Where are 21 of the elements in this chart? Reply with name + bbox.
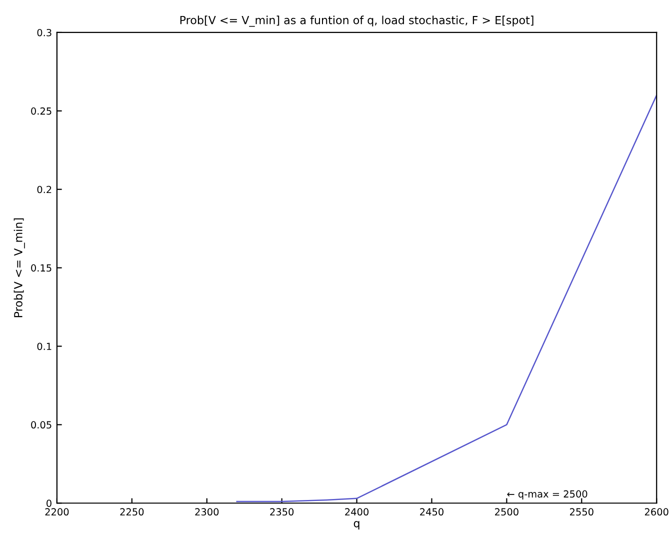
y-tick-label: 0 xyxy=(46,500,52,507)
x-tick-label: 2250 xyxy=(120,508,144,516)
y-tick-label: 0.3 xyxy=(37,28,52,36)
annotation: ← q-max = 2500 xyxy=(507,490,588,500)
x-tick-label: 2300 xyxy=(195,508,219,516)
line-series xyxy=(236,94,657,502)
x-tick-label: 2400 xyxy=(345,508,368,516)
y-tick-label: 0.25 xyxy=(31,107,52,115)
chart-title: Prob[V <= V_min] as a funtion of q, load stochastic, F > E[spot] xyxy=(180,16,534,27)
x-tick-label: 2350 xyxy=(270,508,294,516)
y-axis-title: Prob[V <= V_min] xyxy=(14,218,25,318)
x-tick-label: 2450 xyxy=(420,508,444,516)
y-tick-label: 0.2 xyxy=(37,186,52,194)
y-tick-label: 0.15 xyxy=(31,264,52,272)
y-tick-label: 0.1 xyxy=(37,342,52,350)
y-tick-label: 0.05 xyxy=(31,421,52,429)
x-axis-title: q xyxy=(354,521,360,530)
x-tick-label: 2600 xyxy=(644,508,668,516)
x-tick-label: 2500 xyxy=(495,508,518,516)
x-tick-label: 2200 xyxy=(45,508,69,516)
x-tick-label: 2550 xyxy=(570,508,594,516)
